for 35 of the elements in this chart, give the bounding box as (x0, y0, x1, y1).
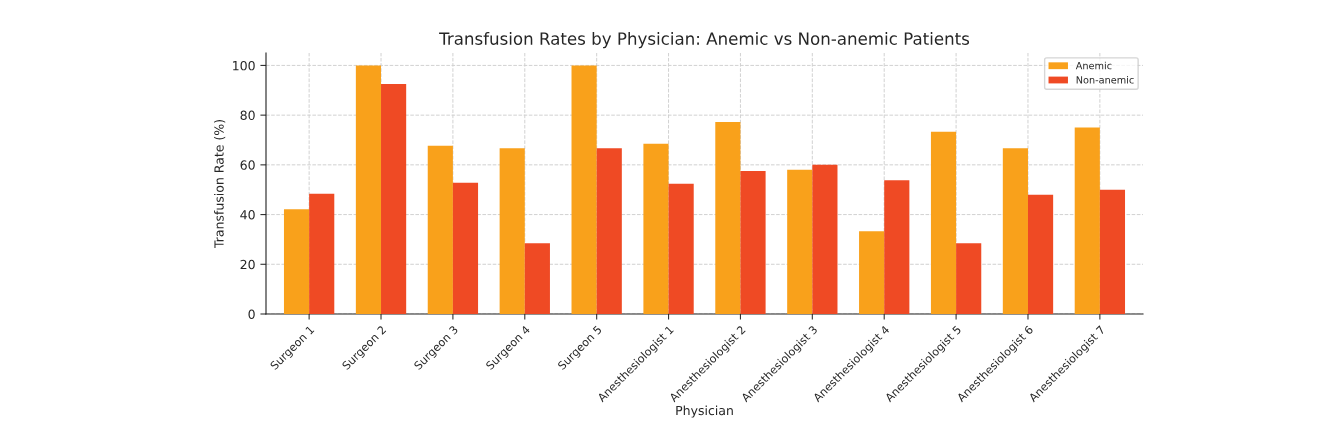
bar (427, 145, 453, 314)
bar (524, 243, 550, 314)
bar (859, 231, 885, 314)
y-tick-label: 40 (240, 210, 255, 220)
bar (283, 209, 310, 314)
x-axis-title: Physician (676, 405, 733, 418)
bar (812, 164, 838, 314)
bar (596, 148, 622, 314)
bar (787, 169, 813, 314)
bar (643, 143, 669, 314)
bar (381, 84, 407, 314)
bar (355, 65, 382, 314)
chart-title: Transfusion Rates by Physician: Anemic vs Non-anemic Patients (439, 32, 970, 49)
legend-label: Anemic (1075, 61, 1112, 70)
bar (499, 148, 525, 314)
bar (740, 171, 766, 314)
legend-label: Non-anemic (1076, 76, 1134, 84)
bar (884, 180, 910, 314)
y-tick-label: 60 (240, 160, 255, 170)
y-tick-label: 20 (240, 259, 255, 270)
y-tick-label: 80 (240, 110, 255, 121)
bar (1027, 194, 1054, 314)
bar (1002, 148, 1028, 314)
bar (452, 182, 479, 314)
bar (1099, 189, 1126, 314)
bar (956, 243, 982, 314)
bar (668, 183, 694, 314)
bar (309, 193, 335, 314)
bar (571, 65, 597, 314)
bar (930, 131, 957, 314)
y-axis-title: Transfusion Rate (%) (214, 120, 226, 249)
bar (715, 122, 741, 314)
y-tick-label: 0 (248, 309, 255, 319)
y-tick-label: 100 (233, 60, 255, 71)
bar (1074, 127, 1100, 314)
